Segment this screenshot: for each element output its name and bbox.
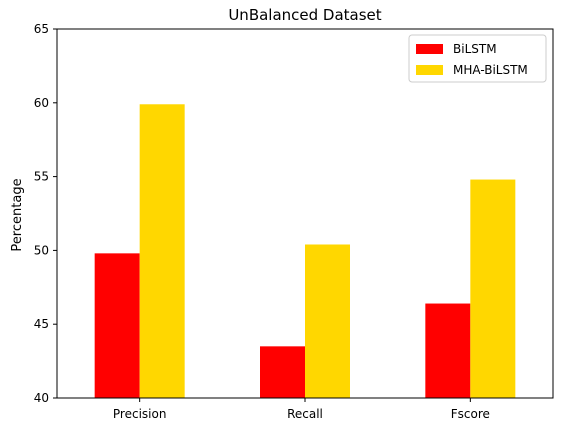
legend-swatch-bilstm	[416, 44, 443, 54]
x-tick-label-fscore: Fscore	[451, 407, 490, 421]
legend-label-bilstm: BiLSTM	[453, 42, 497, 56]
bar-mha-bilstm-precision	[139, 104, 185, 398]
legend: BiLSTM MHA-BiLSTM	[408, 34, 547, 83]
x-tick-label-recall: Recall	[287, 407, 323, 421]
axes: 40 45 50 55 60 65 Precision Recall Fscore	[34, 22, 554, 421]
bar-mha-bilstm-recall	[305, 244, 350, 398]
y-tick-label: 55	[34, 170, 49, 184]
legend-box	[408, 34, 547, 83]
y-tick-label: 65	[34, 22, 49, 36]
legend-label-mha-bilstm: MHA-BiLSTM	[453, 63, 528, 77]
bar-mha-bilstm-fscore	[470, 179, 516, 398]
y-tick-label: 40	[34, 391, 49, 405]
x-tick-label-precision: Precision	[113, 407, 167, 421]
bar-bilstm-fscore	[425, 303, 471, 398]
plot-area	[94, 104, 516, 398]
chart-title: UnBalanced Dataset	[228, 6, 381, 24]
bar-bilstm-precision	[94, 253, 140, 398]
y-tick-label: 50	[34, 243, 49, 257]
y-tick-label: 45	[34, 317, 49, 331]
bar-bilstm-recall	[260, 346, 305, 398]
legend-swatch-mha-bilstm	[416, 65, 443, 75]
y-axis-title: Percentage	[10, 178, 25, 251]
y-tick-label: 60	[34, 96, 49, 110]
